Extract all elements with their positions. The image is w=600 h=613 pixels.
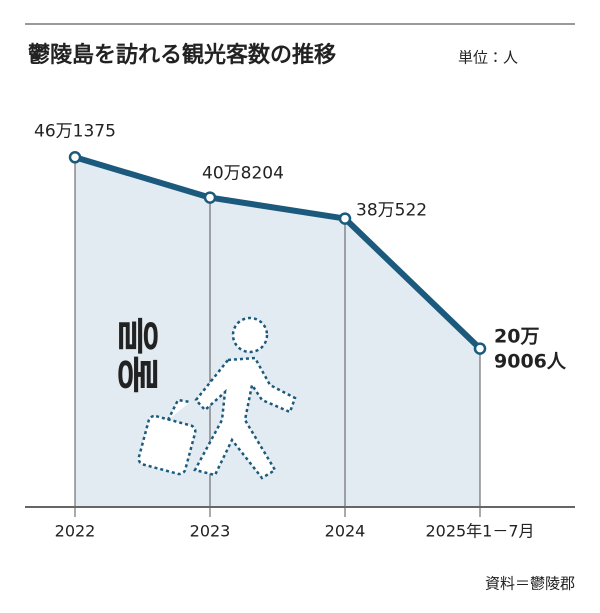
line [74, 154, 483, 351]
x-tick-label: 2025年1－7月 [425, 522, 534, 541]
x-tick-label: 2023 [190, 522, 231, 541]
marker [338, 212, 352, 225]
unit-label: 単位：人 [458, 49, 518, 67]
value-label: 46万1375 [34, 121, 116, 141]
value-label: 38万522 [356, 201, 427, 221]
marker [203, 191, 217, 204]
watermark: 울릉 [115, 316, 164, 393]
marker [68, 151, 82, 164]
x-tick-label: 2024 [325, 522, 366, 541]
marker [473, 342, 487, 355]
traveler-icon [137, 316, 297, 480]
chart-title: 鬱陵島を訪れる観光客数の推移 [28, 42, 336, 68]
area [75, 157, 480, 507]
value-label: 20万 9006人 [494, 325, 567, 372]
source: 資料＝鬱陵郡 [485, 575, 575, 593]
value-label: 40万8204 [202, 164, 284, 184]
x-tick-label: 2022 [55, 522, 96, 541]
plot: 울릉 [74, 157, 481, 517]
